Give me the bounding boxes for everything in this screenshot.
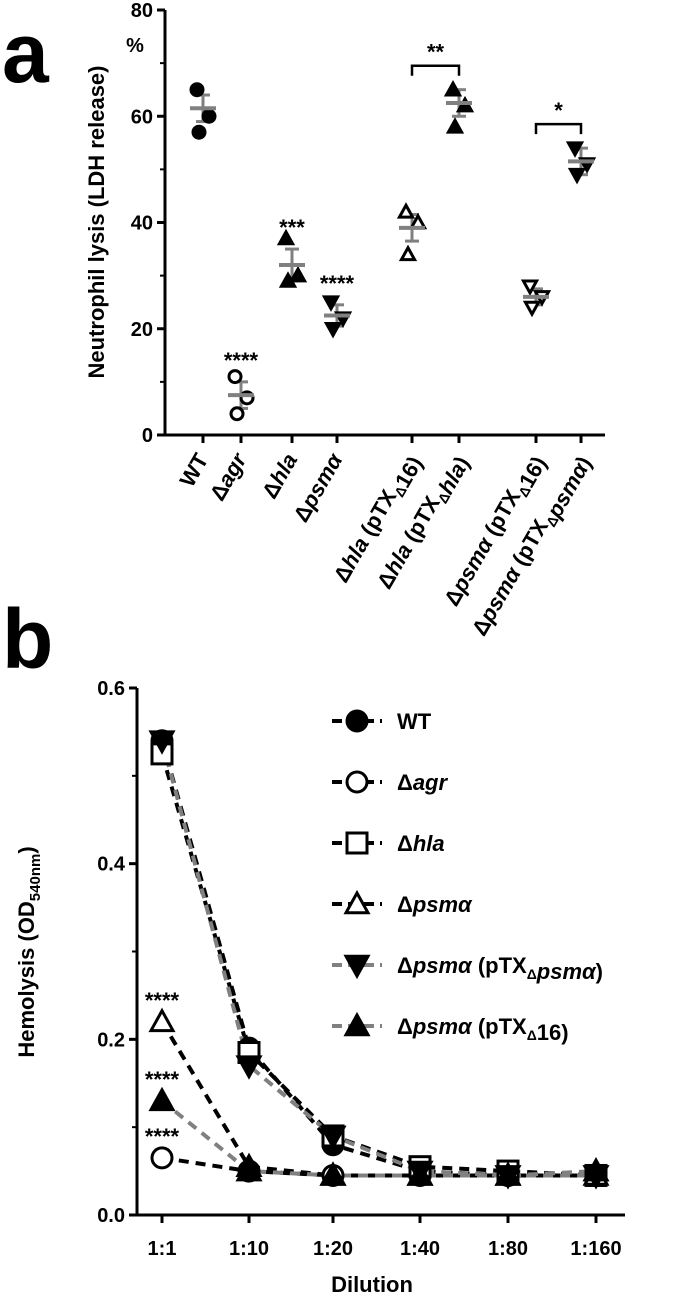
series-line-b [160, 740, 596, 1178]
legend-marker-b [343, 1011, 371, 1037]
significance-bracket-a [534, 122, 583, 135]
data-point-a [227, 369, 243, 385]
data-point-a [445, 117, 465, 134]
legend-marker-b [343, 889, 371, 915]
data-point-a [323, 321, 343, 339]
data-point-a [278, 271, 298, 288]
significance-b: **** [145, 1124, 180, 1149]
significance-bracket-a [410, 64, 461, 76]
y-unit-label-a: % [126, 35, 144, 57]
chart-a: 0 20 40 60 80% Neutrophil lysis (LDH release)… [84, 0, 605, 640]
data-point-a [565, 141, 585, 158]
panel-a-letter: a [2, 6, 50, 100]
legend-marker-b [345, 709, 369, 733]
data-point-a [520, 279, 540, 296]
data-point-a [276, 228, 296, 246]
data-point-a [201, 108, 217, 124]
legend-label-b: Δpsmα [397, 892, 473, 917]
significance-a: **** [320, 271, 355, 296]
data-point-b [319, 1125, 347, 1151]
y-tick-label-a: 20 [131, 319, 153, 341]
x-tick-label-b: 1:160 [570, 1238, 621, 1260]
legend-label-b: Δagr [397, 770, 448, 795]
x-tick-label-b: 1:10 [229, 1238, 269, 1260]
bracket-label-a: * [554, 98, 563, 123]
y-axis-title-b: Hemolysis (OD540nm) [14, 846, 44, 1057]
y-tick-label-b: 0.6 [97, 678, 125, 700]
x-tick-label-b: 1:80 [488, 1238, 528, 1260]
data-point-a [189, 82, 205, 98]
data-point-a [567, 167, 587, 185]
legend-marker-b [343, 954, 371, 980]
y-tick-label-b: 0.4 [97, 854, 126, 876]
x-tick-label-b: 1:40 [400, 1238, 440, 1260]
data-point-a [396, 202, 416, 219]
data-point-b [148, 1086, 176, 1112]
y-axis-title-a: Neutrophil lysis (LDH release) [84, 66, 109, 379]
x-axis-title-b: Dilution [331, 1272, 413, 1297]
x-category-label-a: Δhla [257, 449, 302, 503]
x-tick-label-b: 1:20 [313, 1238, 353, 1260]
data-point-b [494, 1161, 522, 1186]
significance-b: **** [145, 988, 180, 1013]
data-point-b [235, 1055, 263, 1080]
x-category-label-a: Δagr [205, 448, 252, 505]
data-point-b [148, 1007, 176, 1033]
chart-b: 0.0 0.2 0.4 0.6 Hemolysis (OD540nm) 1:1 1:10 1:… [14, 678, 625, 1297]
data-point-b [406, 1161, 434, 1186]
y-tick-label-b: 0.2 [97, 1029, 125, 1051]
significance-a: **** [224, 348, 259, 373]
data-point-b [235, 1156, 263, 1182]
data-point-b [150, 1146, 174, 1170]
data-point-a [443, 79, 463, 97]
legend-marker-b [345, 770, 369, 794]
series-line-b [160, 1099, 597, 1178]
y-tick-label-a: 0 [142, 425, 153, 447]
legend-marker-b [345, 831, 369, 855]
legend-label-b: Δpsmα (pTXΔ16) [397, 1014, 569, 1045]
significance-b: **** [145, 1067, 180, 1092]
data-point-b [148, 730, 176, 755]
panel-b-letter: b [2, 592, 53, 686]
data-point-a [321, 295, 341, 312]
data-point-a [522, 300, 542, 318]
significance-a: *** [279, 215, 305, 240]
y-tick-label-a: 60 [131, 106, 153, 128]
data-point-a [191, 124, 207, 140]
data-point-a [229, 406, 245, 422]
data-point-b [319, 1161, 347, 1186]
data-point-b [582, 1156, 610, 1182]
legend-label-b: WT [397, 709, 432, 734]
series-line-b [160, 753, 597, 1178]
x-tick-label-b: 1:1 [148, 1238, 177, 1260]
x-category-label-a: WT [175, 449, 214, 492]
legend-label-b: Δpsmα (pTXΔpsmα) [397, 953, 603, 984]
y-tick-label-b: 0.0 [97, 1205, 125, 1227]
series-line-b [160, 740, 596, 1178]
data-point-a [398, 244, 418, 262]
y-tick-label-a: 40 [131, 213, 153, 235]
data-point-a [288, 265, 308, 283]
legend-label-b: Δhla [397, 831, 445, 856]
bracket-label-a: ** [427, 40, 445, 65]
y-tick-label-a: 80 [131, 0, 153, 22]
